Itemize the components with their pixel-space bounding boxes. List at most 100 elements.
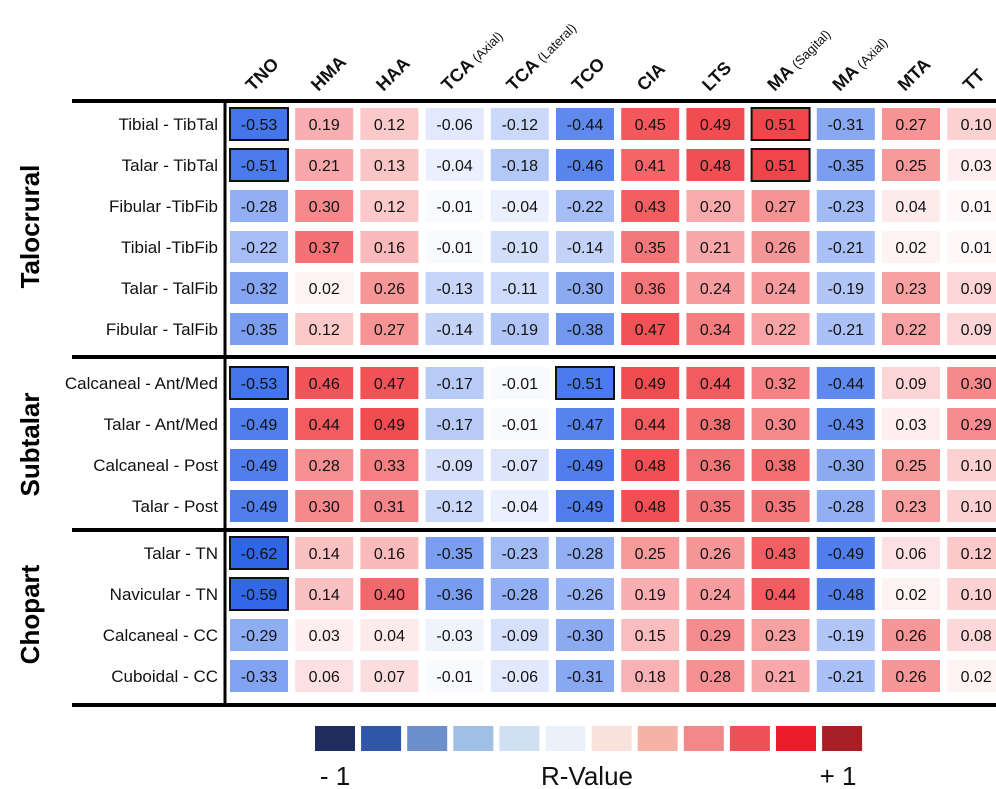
cell-value-label: 0.51	[765, 117, 796, 134]
column-header-label: LTS	[698, 58, 735, 95]
heatmap-cell	[882, 660, 940, 692]
cell-value-label: -0.21	[828, 240, 865, 257]
heatmap-cell	[295, 449, 354, 481]
heatmap-cell	[295, 408, 354, 440]
heatmap-cell	[230, 272, 288, 304]
heatmap-cell	[360, 449, 419, 481]
column-header: HMA	[307, 52, 350, 95]
heatmap-cell	[425, 578, 484, 610]
cell-value-label: -0.35	[241, 322, 278, 339]
heatmap-cell	[947, 449, 996, 481]
heatmap-cell	[556, 578, 614, 610]
row-label: Talar - TibTal	[122, 156, 218, 175]
heatmap-cell	[360, 272, 419, 304]
cell-value-label: 0.09	[895, 376, 926, 393]
cell-value-label: -0.28	[241, 199, 278, 216]
heatmap-cell	[556, 108, 614, 140]
heatmap-cell	[360, 619, 419, 651]
cell-value-label: 0.43	[635, 199, 666, 216]
heatmap-cell	[556, 490, 614, 522]
heatmap-cell	[686, 231, 745, 263]
row-label: Calcaneal - Ant/Med	[65, 374, 218, 393]
cell-value-label: 0.10	[961, 117, 992, 134]
heatmap-cell	[816, 231, 875, 263]
cell-value-label: -0.17	[436, 376, 473, 393]
heatmap-cell	[686, 578, 745, 610]
cell-value-label: 0.27	[765, 199, 796, 216]
cell-value-label: 0.47	[635, 322, 666, 339]
cell-value-label: -0.31	[567, 669, 604, 686]
cell-value-label: -0.26	[567, 587, 604, 604]
cell-value-label: -0.28	[828, 499, 865, 516]
cell-value-label: 0.31	[374, 499, 405, 516]
column-header: TCA(Lateral)	[502, 17, 579, 94]
cell-value-label: 0.30	[961, 376, 992, 393]
heatmap-cell	[556, 313, 614, 345]
heatmap-cell	[490, 190, 549, 222]
heatmap-cell	[621, 537, 680, 569]
cell-value-label: -0.19	[502, 322, 539, 339]
cell-value-label: 0.26	[765, 240, 796, 257]
cell-value-label: -0.04	[436, 158, 473, 175]
cell-value-label: 0.16	[374, 546, 405, 563]
heatmap-cell	[947, 660, 996, 692]
heatmap-cell	[882, 272, 940, 304]
heatmap-cell	[425, 660, 484, 692]
legend-swatches	[315, 726, 863, 751]
cell-value-label: 0.04	[895, 199, 926, 216]
cell-value-label: -0.12	[436, 499, 473, 516]
heatmap-cell	[621, 149, 680, 181]
heatmap-cell	[816, 367, 875, 399]
group-label: Chopart	[15, 564, 45, 664]
heatmap-cell	[621, 272, 680, 304]
heatmap-cell	[882, 367, 940, 399]
row-label: Fibular - TalFib	[106, 320, 218, 339]
heatmap-cell-highlighted	[229, 107, 289, 141]
group-label: Talocrural	[15, 165, 45, 289]
cell-value-label: -0.46	[567, 158, 604, 175]
legend-swatch	[591, 726, 632, 751]
cell-value-label: -0.23	[502, 546, 539, 563]
cell-value-label: -0.03	[436, 628, 473, 645]
heatmap-cell	[947, 108, 996, 140]
cell-value-label: -0.59	[241, 587, 278, 604]
cell-value-label: 0.35	[635, 240, 666, 257]
heatmap-cell	[295, 108, 354, 140]
cell-value-label: 0.21	[309, 158, 340, 175]
heatmap-cell	[816, 490, 875, 522]
legend-swatch	[361, 726, 402, 751]
cell-value-label: 0.07	[374, 669, 405, 686]
legend-max-label: + 1	[820, 761, 857, 789]
heatmap-cell	[621, 619, 680, 651]
heatmap-cell	[556, 619, 614, 651]
cell-value-label: -0.19	[828, 628, 865, 645]
cell-value-label: 0.25	[895, 458, 926, 475]
cell-value-label: 0.21	[700, 240, 731, 257]
cell-value-label: -0.01	[436, 199, 473, 216]
heatmap-cell	[490, 313, 549, 345]
heatmap-cell	[490, 108, 549, 140]
cell-value-label: 0.35	[700, 499, 731, 516]
cell-value-label: -0.38	[567, 322, 604, 339]
cell-value-label: 0.28	[700, 669, 731, 686]
heatmap-cell	[360, 231, 419, 263]
cell-value-label: -0.10	[502, 240, 539, 257]
column-header-label: TT	[959, 65, 989, 95]
cell-value-label: 0.51	[765, 158, 796, 175]
heatmap-cell	[686, 149, 745, 181]
column-headers: TNO HMA HAA TCA(Axial)TCA(Lateral)TCO CIA LTS…	[242, 17, 989, 95]
cell-value-label: 0.12	[374, 199, 405, 216]
cell-value-label: 0.09	[961, 322, 992, 339]
row-label: Tibial - TibTal	[118, 115, 218, 134]
cell-value-label: 0.20	[700, 199, 731, 216]
cell-value-label: -0.18	[502, 158, 539, 175]
cell-value-label: -0.28	[567, 546, 604, 563]
cell-value-label: -0.01	[502, 376, 539, 393]
heatmap-cell	[621, 660, 680, 692]
cell-value-label: 0.30	[309, 499, 340, 516]
cell-value-label: -0.48	[828, 587, 865, 604]
heatmap-cell	[686, 272, 745, 304]
cell-value-label: -0.12	[502, 117, 539, 134]
legend-swatch	[776, 726, 816, 751]
legend-min-label: - 1	[320, 761, 350, 789]
